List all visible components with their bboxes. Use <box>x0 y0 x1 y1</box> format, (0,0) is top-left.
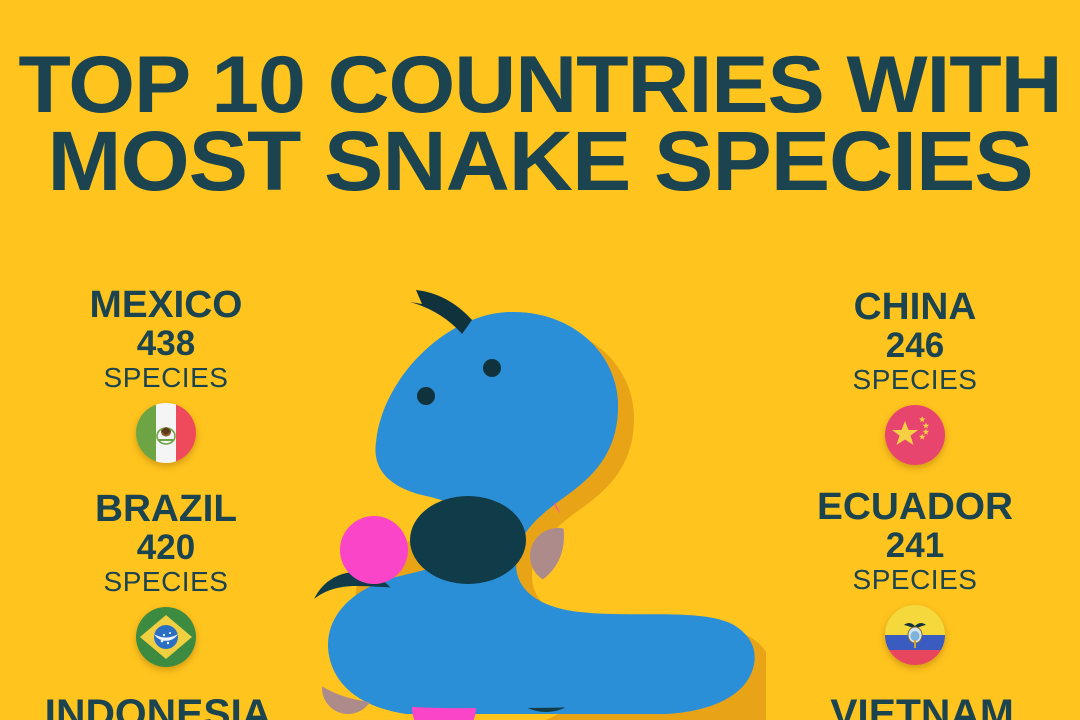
country-name: CHINA <box>853 286 977 328</box>
flag-mexico-icon <box>136 403 196 463</box>
country-name: BRAZIL <box>94 488 238 530</box>
flag-china-icon <box>885 405 945 465</box>
country-name: ECUADOR <box>817 486 1013 528</box>
spot-dark <box>410 496 526 584</box>
species-label: SPECIES <box>852 364 978 395</box>
spot-mauve <box>530 528 586 584</box>
species-count: 438 <box>136 324 196 363</box>
flag-brazil-icon <box>136 607 196 667</box>
page-title: TOP 10 COUNTRIES WITH MOST SNAKE SPECIES <box>0 40 1080 208</box>
title-line-1: TOP 10 COUNTRIES WITH <box>18 40 1062 130</box>
entry-mexico[interactable]: MEXICO 438 SPECIES <box>16 286 316 463</box>
species-count: 241 <box>885 526 945 565</box>
species-count: 420 <box>136 528 196 567</box>
entry-indonesia[interactable]: INDONESIA <box>8 694 308 720</box>
species-count: 246 <box>885 326 945 365</box>
species-label: SPECIES <box>852 564 978 595</box>
snake-eye <box>417 387 435 405</box>
entry-vietnam[interactable]: VIETNAM <box>772 694 1072 720</box>
title-line-2: MOST SNAKE SPECIES <box>47 113 1033 208</box>
country-name: INDONESIA <box>44 692 272 720</box>
snake-tongue <box>410 290 472 334</box>
flag-ecuador-icon <box>885 605 945 665</box>
snake-head <box>417 312 618 486</box>
entry-brazil[interactable]: BRAZIL 420 SPECIES <box>16 490 316 667</box>
country-name: VIETNAM <box>830 692 1014 720</box>
snake-illustration <box>296 268 766 720</box>
snake-eye <box>483 359 501 377</box>
entry-china[interactable]: CHINA 246 SPECIES <box>765 288 1065 465</box>
snake-body <box>327 312 755 714</box>
species-label: SPECIES <box>103 566 229 597</box>
entry-ecuador[interactable]: ECUADOR 241 SPECIES <box>765 488 1065 665</box>
species-label: SPECIES <box>103 362 229 393</box>
spot-pink <box>340 516 408 584</box>
country-name: MEXICO <box>89 284 243 326</box>
